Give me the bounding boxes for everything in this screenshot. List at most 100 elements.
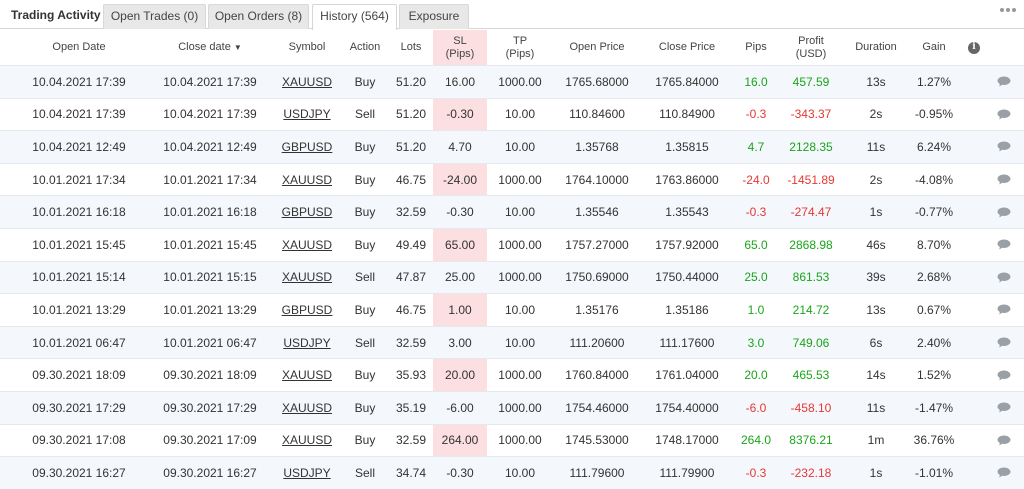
tab-history[interactable]: History (564)	[312, 4, 397, 30]
tp-cell: 1000.00	[498, 400, 542, 415]
comment-button[interactable]	[992, 131, 1016, 163]
header-lots[interactable]: Lots	[400, 41, 422, 53]
action-cell: Buy	[354, 237, 376, 252]
header-open-price[interactable]: Open Price	[569, 41, 625, 53]
info-icon[interactable]: i	[968, 41, 980, 54]
comment-icon[interactable]	[997, 109, 1011, 120]
comment-icon[interactable]	[997, 402, 1011, 413]
header-tp[interactable]: TP (Pips)	[505, 34, 535, 60]
symbol-link[interactable]: GBPUSD	[281, 302, 333, 317]
close-price-cell: 1765.84000	[655, 74, 719, 89]
symbol-link[interactable]: GBPUSD	[281, 205, 333, 220]
open-date-cell: 10.01.2021 15:45	[32, 237, 126, 252]
comment-button[interactable]	[992, 457, 1016, 489]
more-options-icon[interactable]	[1000, 8, 1016, 12]
symbol-link[interactable]: GBPUSD	[281, 139, 333, 154]
header-info[interactable]: i	[962, 30, 986, 65]
comment-button[interactable]	[992, 359, 1016, 391]
comment-button[interactable]	[992, 425, 1016, 457]
action-cell: Buy	[354, 172, 376, 187]
symbol-link[interactable]: USDJPY	[283, 107, 331, 122]
duration-cell: 1s	[869, 205, 883, 220]
tp-cell: 1000.00	[498, 368, 542, 383]
comment-button[interactable]	[992, 392, 1016, 424]
symbol-link[interactable]: USDJPY	[283, 465, 331, 480]
header-duration[interactable]: Duration	[855, 41, 897, 53]
sl-cell: 16.00	[444, 74, 476, 89]
comment-icon[interactable]	[997, 76, 1011, 87]
tab-exposure[interactable]: Exposure	[399, 4, 469, 29]
tab-open-orders[interactable]: Open Orders (8)	[208, 4, 309, 29]
open-price-cell: 1750.69000	[565, 270, 629, 285]
profit-cell: 2128.35	[789, 139, 833, 154]
open-price-cell: 1745.53000	[565, 433, 629, 448]
profit-cell: -343.37	[790, 107, 832, 122]
open-date-cell: 10.01.2021 17:34	[32, 172, 126, 187]
header-pips[interactable]: Pips	[745, 41, 767, 53]
comment-icon[interactable]	[997, 174, 1011, 185]
close-date-cell: 10.04.2021 12:49	[163, 139, 257, 154]
table-row: 10.01.2021 13:29 10.01.2021 13:29 GBPUSD Bu…	[0, 294, 1024, 327]
open-price-cell: 110.84600	[569, 107, 625, 122]
symbol-link[interactable]: XAUUSD	[281, 400, 332, 415]
symbol-link[interactable]: XAUUSD	[281, 74, 332, 89]
profit-cell: 861.53	[792, 270, 830, 285]
header-action[interactable]: Action	[349, 41, 381, 53]
comment-button[interactable]	[992, 66, 1016, 98]
close-price-cell: 110.84900	[659, 107, 715, 122]
tab-open-trades[interactable]: Open Trades (0)	[103, 4, 206, 29]
action-cell: Buy	[354, 368, 376, 383]
symbol-link[interactable]: XAUUSD	[281, 172, 332, 187]
close-price-cell: 1750.44000	[655, 270, 719, 285]
close-price-cell: 1.35543	[665, 205, 709, 220]
header-close-price[interactable]: Close Price	[658, 41, 716, 53]
close-date-cell: 10.01.2021 06:47	[163, 335, 257, 350]
lots-cell: 51.20	[395, 107, 427, 122]
comment-icon[interactable]	[997, 435, 1011, 446]
open-date-cell: 09.30.2021 17:29	[32, 400, 126, 415]
comment-icon[interactable]	[997, 207, 1011, 218]
open-price-cell: 1754.46000	[565, 400, 629, 415]
open-price-cell: 111.79600	[569, 465, 625, 480]
comment-icon[interactable]	[997, 370, 1011, 381]
comment-icon[interactable]	[997, 337, 1011, 348]
header-gain[interactable]: Gain	[922, 41, 946, 53]
tp-cell: 10.00	[504, 302, 536, 317]
comment-icon[interactable]	[997, 141, 1011, 152]
header-profit[interactable]: Profit (USD)	[795, 34, 827, 60]
gain-cell: -4.08%	[914, 172, 954, 187]
symbol-link[interactable]: XAUUSD	[281, 433, 332, 448]
action-cell: Sell	[354, 107, 375, 122]
comment-icon[interactable]	[997, 467, 1011, 478]
tp-cell: 10.00	[504, 139, 536, 154]
comment-button[interactable]	[992, 99, 1016, 131]
comment-button[interactable]	[992, 294, 1016, 326]
symbol-link[interactable]: XAUUSD	[281, 237, 332, 252]
comment-icon[interactable]	[997, 239, 1011, 250]
table-row: 09.30.2021 17:08 09.30.2021 17:09 XAUUSD Bu…	[0, 425, 1024, 458]
header-open-date[interactable]: Open Date	[52, 41, 106, 53]
duration-cell: 1s	[869, 465, 883, 480]
open-price-cell: 1765.68000	[565, 74, 629, 89]
open-date-cell: 10.04.2021 17:39	[32, 107, 126, 122]
comment-button[interactable]	[992, 229, 1016, 261]
symbol-link[interactable]: USDJPY	[283, 335, 331, 350]
profit-cell: 8376.21	[789, 433, 833, 448]
table-row: 10.04.2021 12:49 10.04.2021 12:49 GBPUSD Bu…	[0, 131, 1024, 164]
comment-button[interactable]	[992, 327, 1016, 359]
open-price-cell: 1.35768	[575, 139, 619, 154]
header-symbol[interactable]: Symbol	[288, 41, 326, 53]
comment-icon[interactable]	[997, 272, 1011, 283]
symbol-link[interactable]: XAUUSD	[281, 368, 332, 383]
action-cell: Sell	[354, 465, 375, 480]
open-price-cell: 111.20600	[569, 335, 625, 350]
open-date-cell: 10.01.2021 13:29	[32, 302, 126, 317]
header-close-date[interactable]: Close date ▼	[178, 41, 242, 53]
gain-cell: 0.67%	[916, 302, 952, 317]
symbol-link[interactable]: XAUUSD	[281, 270, 332, 285]
comment-button[interactable]	[992, 164, 1016, 196]
comment-button[interactable]	[992, 262, 1016, 294]
header-sl[interactable]: SL (Pips)	[445, 34, 475, 60]
comment-icon[interactable]	[997, 304, 1011, 315]
comment-button[interactable]	[992, 196, 1016, 228]
